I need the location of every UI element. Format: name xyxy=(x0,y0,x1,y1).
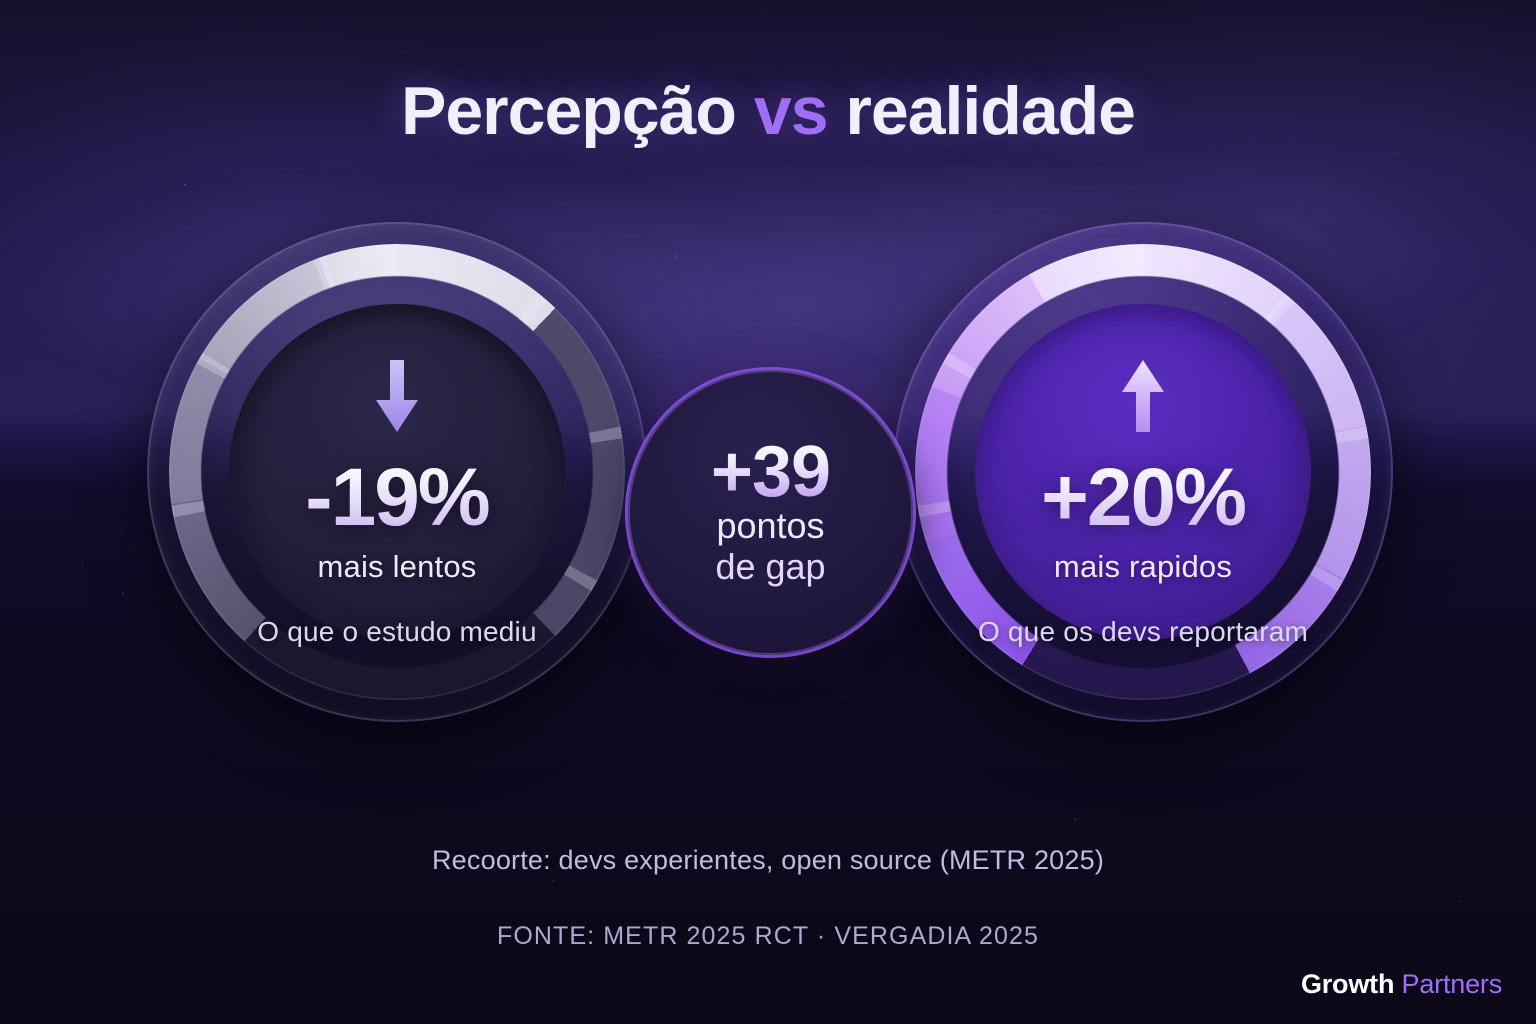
gap-badge-line2: pontos xyxy=(716,505,825,547)
gauge-value: -19% xyxy=(305,451,490,543)
gauge-dial-face: -19% mais lentos xyxy=(229,304,565,640)
brand-logo-first: Growth xyxy=(1300,969,1395,999)
gauge-value-label: mais rapidos xyxy=(1053,548,1233,584)
gauge-value-label: mais lentos xyxy=(317,548,477,584)
brand-logo-second: Partners xyxy=(1394,969,1503,999)
gauge-study-measured: -19% mais lentos O que o estudo mediu xyxy=(147,222,647,722)
arrow-down-icon xyxy=(370,359,424,439)
arrow-up-icon xyxy=(1116,359,1170,439)
gap-badge: +39 pontos de gap xyxy=(628,370,913,655)
title-part-2: realidade xyxy=(827,73,1136,149)
title-accent-vs: vs xyxy=(753,73,829,149)
gauge-devs-reported: +20% mais rapidos O que os devs reportar… xyxy=(893,222,1393,722)
footnote-source: FONTE: METR 2025 RCT · VERGADIA 2025 xyxy=(496,922,1040,950)
footnote-scope: Recoorte: devs experientes, open source … xyxy=(431,845,1105,875)
gauge-dial-face: +20% mais rapidos xyxy=(975,304,1311,640)
gauge-value: +20% xyxy=(1040,451,1247,543)
page-title: Percepção vs realidade xyxy=(0,72,1536,150)
gap-badge-line3: de gap xyxy=(715,545,826,587)
gauge-caption: O que o estudo mediu xyxy=(257,616,537,647)
brand-logo: Growth Partners xyxy=(1301,969,1502,1000)
title-part-1: Percepção xyxy=(400,73,754,149)
gap-badge-value: +39 xyxy=(710,431,831,512)
gauge-caption: O que os devs reportaram xyxy=(977,616,1309,647)
